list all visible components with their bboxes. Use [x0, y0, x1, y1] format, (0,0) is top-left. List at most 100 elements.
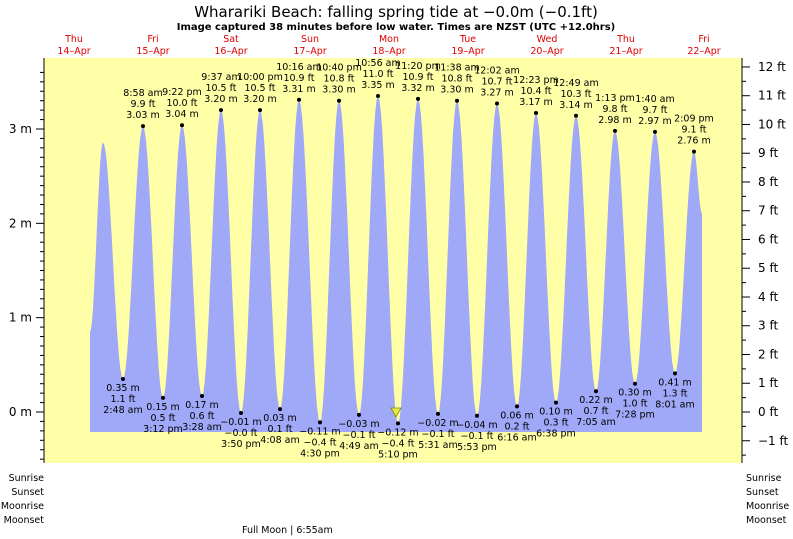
day-name: Sat — [223, 34, 239, 45]
high-tide-metres: 3.27 m — [480, 88, 513, 99]
high-tide-time: 9:37 am — [201, 72, 240, 83]
high-tide-metres: 2.98 m — [598, 115, 631, 126]
high-tide-time: 10:56 am — [355, 58, 400, 69]
low-tide-point — [436, 411, 440, 416]
high-tide-time: 2:09 pm — [674, 114, 714, 125]
low-tide-time: 5:10 pm — [378, 449, 418, 460]
day-name: Tue — [459, 34, 476, 45]
low-tide-metres: 0.30 m — [618, 388, 651, 399]
high-tide-metres: 2.97 m — [638, 116, 671, 127]
left-tick-label: 1 m — [9, 311, 32, 325]
low-tide-time: 5:31 am — [418, 440, 457, 451]
high-tide-feet: 10.9 ft — [402, 72, 433, 83]
day-name: Thu — [616, 34, 635, 45]
high-tide-feet: 9.1 ft — [681, 125, 706, 136]
high-tide-metres: 3.31 m — [282, 84, 315, 95]
day-date: 15–Apr — [136, 46, 169, 57]
low-tide-metres: −0.02 m — [417, 418, 458, 429]
low-tide-time: 7:05 am — [576, 417, 615, 428]
low-tide-point — [475, 413, 479, 418]
moonset-label-right: Moonset — [746, 515, 787, 526]
high-tide-metres: 3.30 m — [322, 85, 355, 96]
high-tide-feet: 11.0 ft — [362, 69, 393, 80]
right-tick-label: 2 ft — [758, 348, 778, 362]
high-tide-metres: 3.04 m — [165, 109, 198, 120]
low-tide-metres: 0.35 m — [106, 383, 139, 394]
right-tick-label: 1 ft — [758, 376, 778, 390]
high-tide-time: 12:02 am — [474, 66, 519, 77]
high-tide-time: 11:20 pm — [395, 61, 441, 72]
day-date: 21–Apr — [609, 46, 642, 57]
low-tide-feet: 0.3 ft — [543, 418, 568, 429]
low-tide-metres: 0.03 m — [263, 413, 296, 424]
right-tick-label: 7 ft — [758, 204, 778, 218]
moon-phase-label: Full Moon | 6:55am — [242, 525, 333, 536]
left-tick-label: 3 m — [9, 122, 32, 136]
left-tick-label: 2 m — [9, 216, 32, 230]
high-tide-point — [653, 129, 657, 134]
high-tide-feet: 10.5 ft — [205, 83, 236, 94]
low-tide-feet: 1.1 ft — [110, 394, 135, 405]
high-tide-time: 1:40 am — [635, 94, 674, 105]
low-tide-point — [357, 412, 361, 417]
high-tide-feet: 9.7 ft — [642, 105, 667, 116]
low-tide-metres: 0.22 m — [579, 395, 612, 406]
low-tide-time: 5:53 pm — [457, 442, 497, 453]
high-tide-point — [613, 128, 617, 133]
sunset-label-right: Sunset — [746, 487, 779, 498]
high-tide-metres: 3.35 m — [361, 80, 394, 91]
low-tide-metres: −0.01 m — [220, 417, 261, 428]
day-name: Fri — [698, 34, 709, 45]
high-tide-point — [219, 108, 223, 113]
moonrise-label-left: Moonrise — [1, 501, 44, 512]
low-tide-feet: 1.3 ft — [662, 388, 687, 399]
high-tide-point — [297, 97, 301, 102]
low-tide-point — [396, 421, 400, 426]
day-date: 22–Apr — [687, 46, 720, 57]
high-tide-time: 12:23 pm — [513, 75, 559, 86]
left-side-labels: Sunrise Sunset Moonrise Moonset — [1, 473, 44, 526]
right-tick-label: 5 ft — [758, 261, 778, 275]
right-tick-label: 4 ft — [758, 290, 778, 304]
low-tide-time: 8:01 am — [655, 399, 694, 410]
right-tick-label: 12 ft — [758, 60, 786, 74]
high-tide-feet: 10.0 ft — [166, 98, 197, 109]
high-tide-point — [574, 113, 578, 118]
day-name: Thu — [64, 34, 83, 45]
low-tide-feet: 0.2 ft — [504, 421, 529, 432]
high-tide-metres: 2.76 m — [677, 136, 710, 147]
low-tide-feet: 0.6 ft — [189, 411, 214, 422]
low-tide-point — [554, 400, 558, 405]
high-tide-metres: 3.20 m — [204, 94, 237, 105]
low-tide-feet: −0.0 ft — [225, 428, 258, 439]
low-tide-metres: 0.15 m — [146, 402, 179, 413]
chart-subtitle: Image captured 38 minutes before low wat… — [177, 22, 616, 33]
low-tide-metres: 0.10 m — [539, 407, 572, 418]
low-tide-point — [515, 404, 519, 409]
high-tide-feet: 9.9 ft — [130, 99, 155, 110]
low-tide-metres: −0.11 m — [299, 426, 340, 437]
left-tick-label: 0 m — [9, 405, 32, 419]
low-tide-feet: −0.1 ft — [343, 430, 376, 441]
high-tide-metres: 3.30 m — [440, 85, 473, 96]
high-tide-time: 9:22 pm — [162, 87, 202, 98]
low-tide-metres: 0.17 m — [185, 400, 218, 411]
low-tide-feet: −0.4 ft — [304, 437, 337, 448]
low-tide-time: 6:38 pm — [536, 429, 576, 440]
high-tide-feet: 10.5 ft — [244, 83, 275, 94]
moonset-label-left: Moonset — [4, 515, 45, 526]
low-tide-feet: 0.7 ft — [583, 406, 608, 417]
low-tide-point — [239, 410, 243, 415]
high-tide-time: 11:38 am — [434, 63, 479, 74]
high-tide-point — [455, 98, 459, 103]
right-tick-label: 3 ft — [758, 319, 778, 333]
day-date: 17–Apr — [293, 46, 326, 57]
high-tide-feet: 10.8 ft — [323, 74, 354, 85]
low-tide-metres: −0.04 m — [456, 420, 497, 431]
low-tide-time: 6:16 am — [497, 432, 536, 443]
high-tide-point — [258, 108, 262, 113]
high-tide-metres: 3.03 m — [126, 110, 159, 121]
high-tide-feet: 10.7 ft — [481, 77, 512, 88]
